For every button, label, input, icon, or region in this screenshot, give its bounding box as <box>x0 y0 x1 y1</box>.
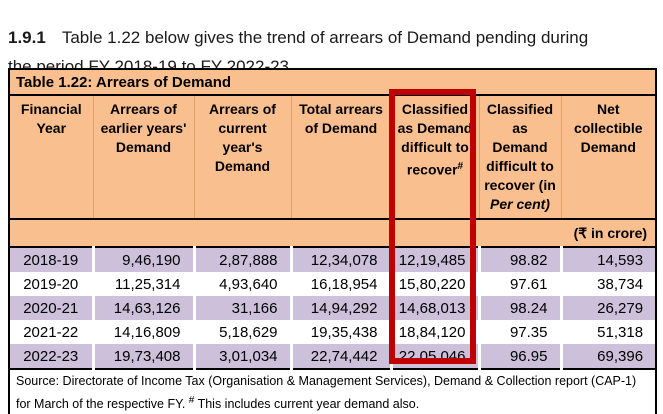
table-cell: 11,25,314 <box>91 272 194 296</box>
table-cell: 14,63,126 <box>91 296 194 320</box>
table-cell: 14,94,292 <box>289 296 391 320</box>
table-cell: 16,18,954 <box>289 272 391 296</box>
table-cell: 26,279 <box>559 296 657 320</box>
table-cell: 15,80,220 <box>389 272 479 296</box>
table-row: 2022-23 19,73,408 3,01,034 22,74,442 22,… <box>9 344 657 370</box>
col-header-total-arrears: Total arrears of Demand <box>290 95 391 220</box>
table-title-row: Table 1.22: Arrears of Demand <box>9 69 657 96</box>
table-cell: 12,19,485 <box>389 247 479 272</box>
table-cell: 18,84,120 <box>389 320 479 344</box>
cell-year: 2019-20 <box>9 272 93 296</box>
table-cell: 9,46,190 <box>91 247 194 272</box>
per-cent-italic: Per cent) <box>490 196 550 212</box>
table-cell: 14,593 <box>559 247 657 272</box>
table-cell: 96.95 <box>477 344 561 370</box>
intro-line-1: Table 1.22 below gives the trend of arre… <box>61 28 589 47</box>
table-title: Table 1.22: Arrears of Demand <box>9 69 657 96</box>
table-cell: 98.82 <box>477 247 561 272</box>
table-row: 2021-22 14,16,809 5,18,629 19,35,438 18,… <box>9 320 657 344</box>
col-header-arrears-earlier-years: Arrears of earlier years' Demand <box>92 95 194 220</box>
table-cell: 51,318 <box>559 320 657 344</box>
footnote-text: This includes current year demand also. <box>194 397 420 412</box>
table-cell: 31,166 <box>192 296 291 320</box>
table-cell: 22,05,046 <box>389 344 479 370</box>
table-cell: 4,93,640 <box>192 272 291 296</box>
table-header-row: Financial Year Arrears of earlier years'… <box>9 95 657 220</box>
source-text: Source: Directorate of Income Tax (Organ… <box>16 374 637 412</box>
table-cell: 38,734 <box>559 272 657 296</box>
table-cell: 3,01,034 <box>192 344 291 370</box>
arrears-of-demand-table: Table 1.22: Arrears of Demand Financial … <box>8 68 658 414</box>
table-cell: 19,35,438 <box>289 320 391 344</box>
table-row: 2020-21 14,63,126 31,166 14,94,292 14,68… <box>9 296 657 320</box>
cell-year: 2018-19 <box>9 247 93 272</box>
table-cell: 98.24 <box>477 296 561 320</box>
table-cell: 14,68,013 <box>389 296 479 320</box>
table-cell: 14,16,809 <box>91 320 194 344</box>
table-cell: 5,18,629 <box>192 320 291 344</box>
col-header-arrears-current-year: Arrears of current year's Demand <box>193 95 291 220</box>
table-cell: 2,87,888 <box>192 247 291 272</box>
cell-year: 2021-22 <box>9 320 93 344</box>
section-number: 1.9.1 <box>8 28 46 47</box>
footnote-marker-sup: # <box>457 161 464 172</box>
footnote-marker: # <box>188 395 195 406</box>
table-cell: 12,34,078 <box>289 247 391 272</box>
cell-year: 2020-21 <box>9 296 93 320</box>
table-row: 2019-20 11,25,314 4,93,640 16,18,954 15,… <box>9 272 657 296</box>
col-header-difficult-to-recover-percent: Classified as Demand difficult to recove… <box>478 95 561 220</box>
cell-year: 2022-23 <box>9 344 93 370</box>
table-cell: 97.61 <box>477 272 561 296</box>
table-cell: 19,73,408 <box>91 344 194 370</box>
table-cell: 97.35 <box>477 320 561 344</box>
unit-note-row: (₹ in crore) <box>9 219 657 248</box>
col-header-financial-year: Financial Year <box>9 95 93 220</box>
col-header-difficult-to-recover: Classified as Demand difficult to recove… <box>390 95 479 220</box>
unit-note: (₹ in crore) <box>9 219 657 248</box>
table-cell: 22,74,442 <box>289 344 391 370</box>
table-cell: 69,396 <box>559 344 657 370</box>
col-header-net-collectible: Net collectible Demand <box>560 95 657 220</box>
source-note-row: Source: Directorate of Income Tax (Organ… <box>9 369 657 414</box>
table-row: 2018-19 9,46,190 2,87,888 12,34,078 12,1… <box>9 247 657 272</box>
source-note: Source: Directorate of Income Tax (Organ… <box>9 369 657 414</box>
